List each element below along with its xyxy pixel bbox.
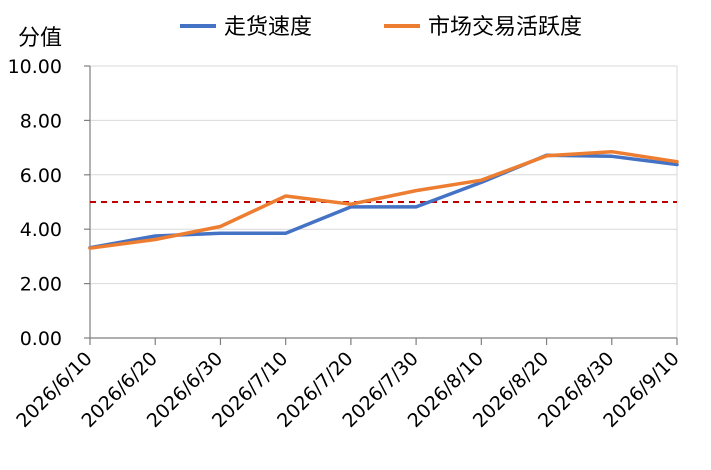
series-lines (88, 149, 679, 250)
legend: 走货速度 市场交易活跃度 (180, 15, 582, 40)
legend-label-市场交易活跃度: 市场交易活跃度 (428, 15, 582, 40)
x-tick-labels: 2026/6/102026/6/202026/6/302026/7/102026… (12, 348, 683, 432)
y-tick-label: 8.00 (20, 110, 62, 132)
y-tick-label: 2.00 (20, 274, 62, 296)
series-line-市场交易活跃度 (88, 149, 679, 250)
y-tick-label: 10.00 (8, 56, 62, 78)
y-tick-labels: 0.00 2.00 4.00 6.00 8.00 10.00 (8, 56, 62, 350)
legend-label-走货速度: 走货速度 (224, 15, 312, 40)
y-tick-label: 0.00 (20, 328, 62, 350)
y-tick-label: 6.00 (20, 165, 62, 187)
y-axis-unit-label: 分值 (18, 26, 62, 51)
y-tick-label: 4.00 (20, 219, 62, 241)
